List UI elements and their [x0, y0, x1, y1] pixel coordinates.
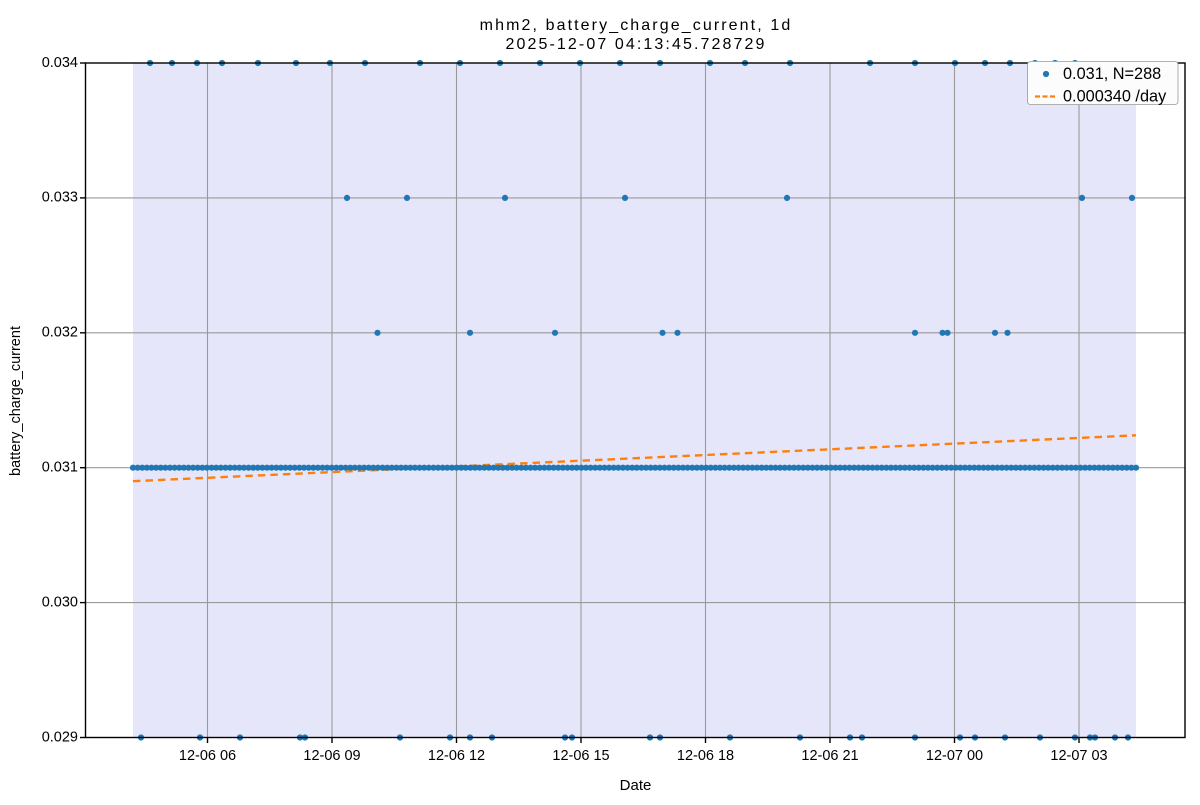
- svg-text:12-06 12: 12-06 12: [428, 748, 485, 764]
- svg-text:battery_charge_current: battery_charge_current: [8, 326, 24, 476]
- svg-text:12-06 06: 12-06 06: [179, 748, 236, 764]
- svg-text:0.000340 /day: 0.000340 /day: [1063, 88, 1167, 106]
- svg-text:0.029: 0.029: [42, 729, 78, 745]
- svg-text:0.032: 0.032: [42, 325, 78, 341]
- svg-text:12-06 21: 12-06 21: [801, 748, 858, 764]
- svg-text:0.030: 0.030: [42, 594, 78, 610]
- svg-text:0.034: 0.034: [42, 55, 78, 71]
- svg-text:2025-12-07 04:13:45.728729: 2025-12-07 04:13:45.728729: [505, 36, 766, 53]
- svg-text:12-07 00: 12-07 00: [926, 748, 983, 764]
- svg-text:12-06 18: 12-06 18: [677, 748, 734, 764]
- svg-text:mhm2, battery_charge_current,: mhm2, battery_charge_current, 1d: [480, 17, 793, 34]
- svg-text:Date: Date: [620, 777, 652, 794]
- svg-text:0.031, N=288: 0.031, N=288: [1063, 65, 1161, 83]
- svg-text:12-06 09: 12-06 09: [303, 748, 360, 764]
- svg-text:12-06 15: 12-06 15: [552, 748, 609, 764]
- svg-text:0.033: 0.033: [42, 190, 78, 206]
- svg-text:12-07 03: 12-07 03: [1050, 748, 1107, 764]
- svg-text:0.031: 0.031: [42, 460, 78, 476]
